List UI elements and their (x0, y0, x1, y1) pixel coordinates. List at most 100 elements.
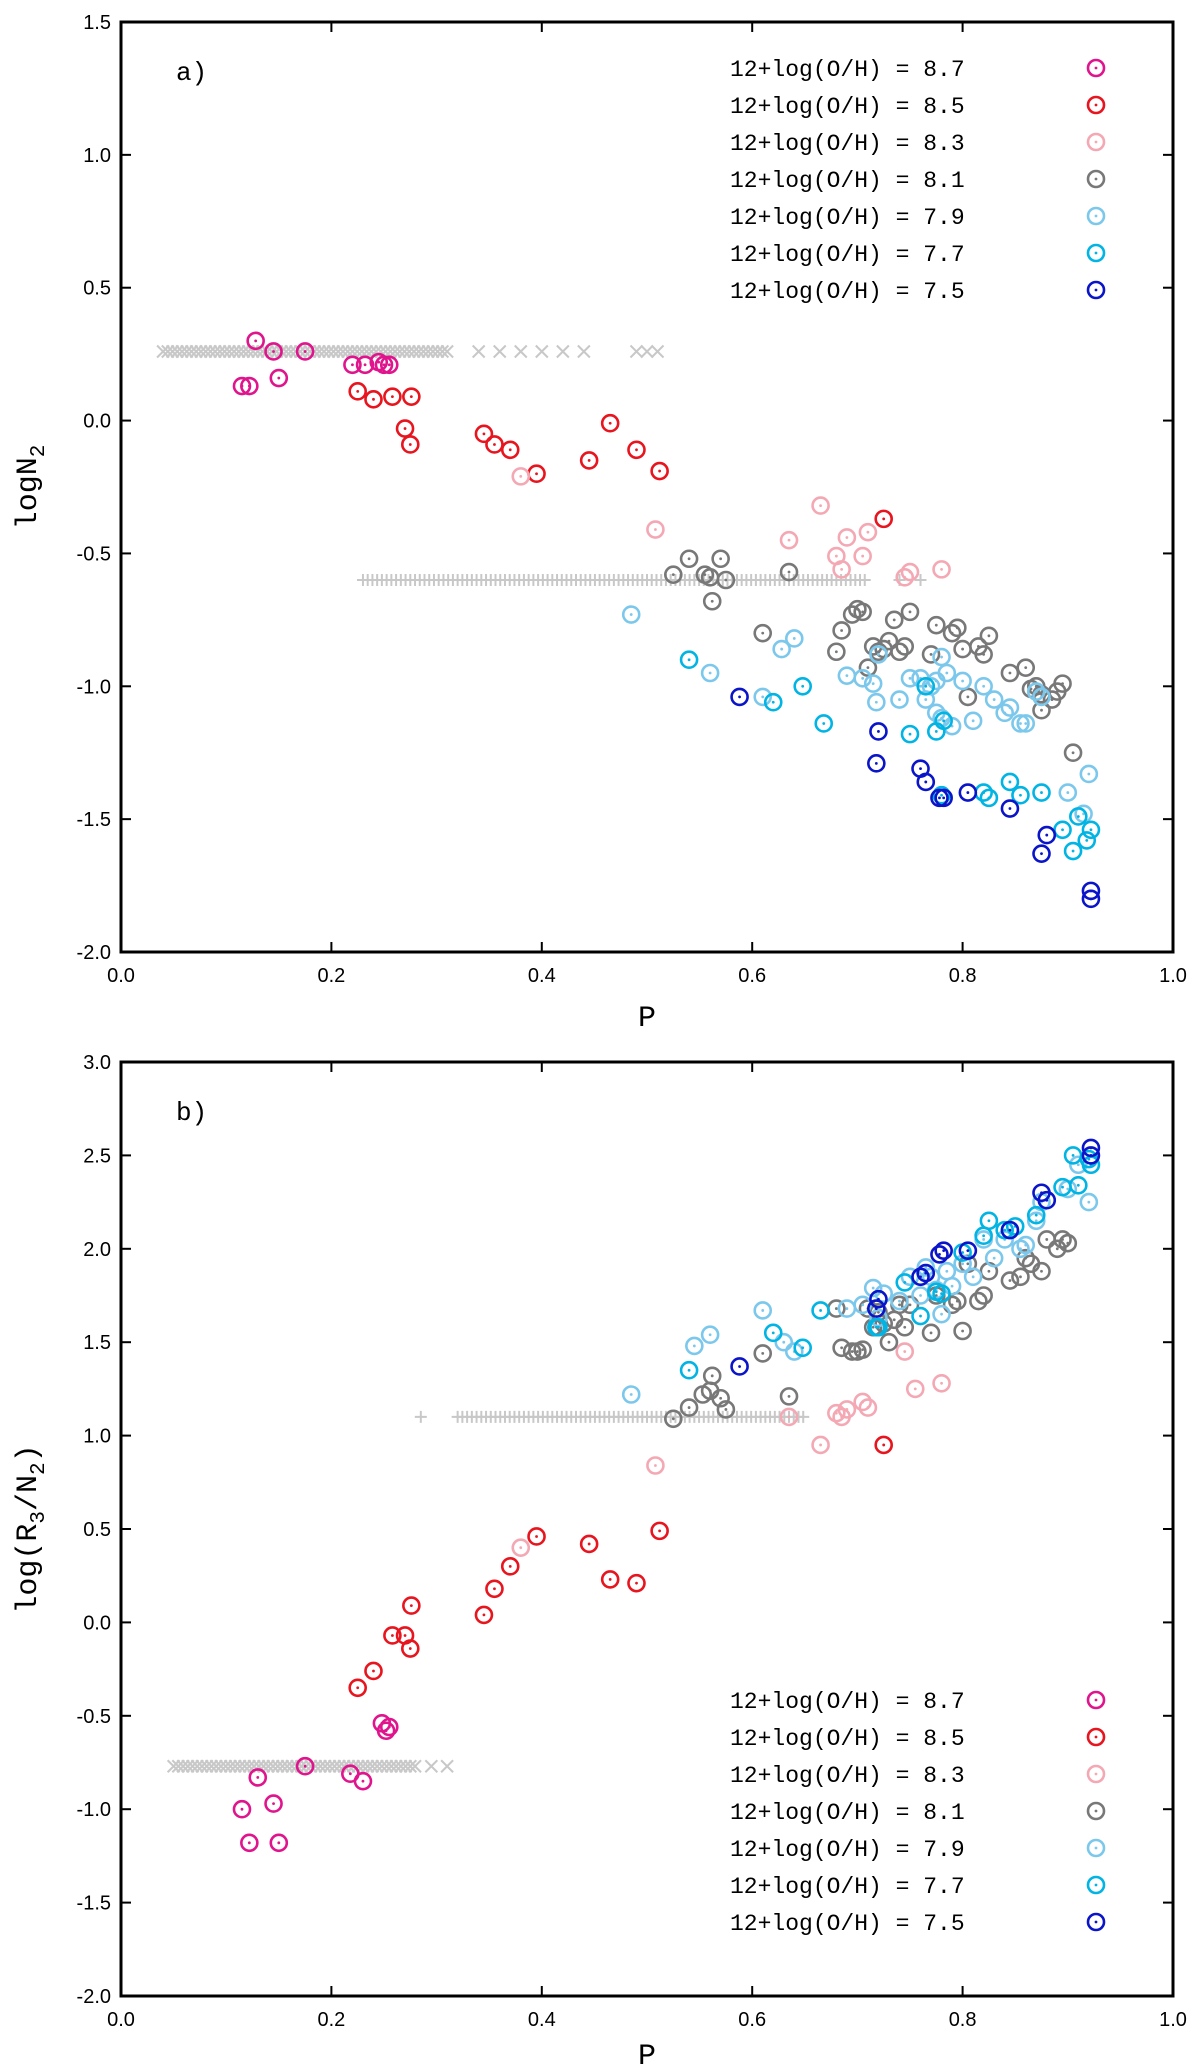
background-x-mark (284, 344, 298, 359)
background-x-mark (260, 344, 274, 359)
background-x-mark (184, 344, 199, 359)
data-point (1011, 785, 1030, 805)
background-x-mark (195, 1759, 209, 1773)
data-point (974, 645, 993, 664)
data-point (1000, 772, 1020, 792)
legend-marker (1086, 1727, 1106, 1747)
data-point (1063, 841, 1083, 861)
data-point (663, 565, 683, 584)
y-tick-label: 1.0 (83, 1426, 111, 1448)
data-point (932, 1373, 951, 1393)
data-point (895, 637, 915, 656)
background-x-mark (214, 1759, 228, 1773)
series-oh-7.9 (621, 1155, 1099, 1404)
legend-marker (1086, 95, 1106, 115)
background-x-mark (194, 344, 208, 359)
data-point (485, 435, 504, 454)
data-point (376, 1721, 396, 1741)
y-axis-label-b-end: ) (12, 1444, 46, 1462)
data-point (600, 1570, 620, 1589)
y-axis-label-b: log(R3/N2) (12, 1444, 51, 1613)
legend-marker (1086, 206, 1106, 226)
data-point (1053, 674, 1072, 693)
background-x-mark (424, 1759, 439, 1773)
legend-marker (1086, 132, 1106, 152)
background-plus-mark (797, 1410, 810, 1423)
data-point (905, 1379, 925, 1399)
background-x-mark (331, 344, 345, 359)
y-tick-label: 1.5 (83, 12, 111, 34)
y-tick-label: 0.0 (83, 411, 111, 433)
legend-marker (1086, 169, 1106, 189)
background-x-mark (156, 344, 170, 359)
background-x-mark (350, 344, 364, 359)
background-x-mark (312, 344, 327, 359)
data-point (1016, 1235, 1036, 1255)
data-point (716, 570, 736, 590)
data-point (348, 382, 368, 401)
background-x-mark (175, 344, 189, 359)
background-x-mark (271, 1759, 285, 1773)
data-point (853, 602, 872, 622)
y-axis-label-b-mid: /N (12, 1475, 46, 1511)
data-point (355, 355, 375, 375)
data-point (900, 1295, 920, 1315)
background-x-mark (440, 344, 454, 359)
legend-marker (1086, 1801, 1106, 1821)
background-x-mark (317, 344, 331, 359)
data-point (832, 560, 851, 579)
data-point (869, 645, 888, 664)
panel-label-b: b) (176, 1098, 207, 1128)
data-point (511, 1538, 531, 1557)
series-oh-7.9 (621, 605, 1099, 824)
data-point (1081, 1146, 1101, 1165)
data-point (900, 724, 920, 744)
background-x-mark (303, 344, 317, 359)
background-x-mark (351, 1759, 365, 1773)
x-tick-label: 0.0 (107, 2009, 135, 2031)
data-point (958, 1241, 978, 1260)
data-point (921, 645, 941, 664)
legend-marker (1086, 1764, 1106, 1784)
data-point (1037, 825, 1057, 845)
background-x-mark (181, 1759, 195, 1773)
data-point (753, 687, 773, 707)
y-tick-label: -1.5 (77, 809, 111, 831)
legend-marker (1086, 58, 1106, 78)
background-x-mark (384, 1759, 399, 1773)
data-point (953, 1321, 972, 1341)
data-point (995, 1220, 1014, 1240)
background-x-mark (223, 1759, 238, 1773)
background-x-mark (556, 344, 570, 359)
background-x-mark (471, 344, 486, 359)
data-point (264, 1794, 283, 1813)
data-point (753, 1344, 773, 1363)
data-point (379, 1717, 399, 1737)
background-x-mark (189, 344, 203, 359)
data-point (1000, 698, 1020, 717)
background-x-mark (640, 344, 654, 359)
legend-label: 12+log(O/H) = 7.9 (730, 205, 965, 231)
legend-label: 12+log(O/H) = 8.1 (730, 1800, 965, 1826)
data-point (867, 692, 886, 712)
legend-marker (1086, 1690, 1106, 1710)
data-point (579, 1534, 599, 1554)
background-x-mark (416, 344, 431, 359)
data-point (348, 1678, 368, 1698)
panel-a: 0.0 0.2 0.4 0.6 0.8 1.0 -2.0 -1.5 -1.0 -0.5 0.0 0.5… (12, 12, 1187, 1036)
data-point (932, 785, 951, 805)
data-point (1081, 820, 1101, 840)
legend-label: 12+log(O/H) = 8.1 (730, 168, 965, 194)
data-point (842, 1342, 862, 1361)
legend-label: 12+log(O/H) = 8.3 (730, 131, 965, 157)
data-point (900, 669, 920, 688)
data-point (627, 440, 646, 460)
background-x-mark (237, 1759, 252, 1773)
y-tick-label: 1.5 (83, 1332, 111, 1354)
background-x-mark (233, 1759, 247, 1773)
data-points-b (232, 1138, 1101, 1853)
data-point (921, 1323, 941, 1343)
data-point (1058, 1233, 1078, 1253)
background-x-mark (204, 1759, 219, 1773)
